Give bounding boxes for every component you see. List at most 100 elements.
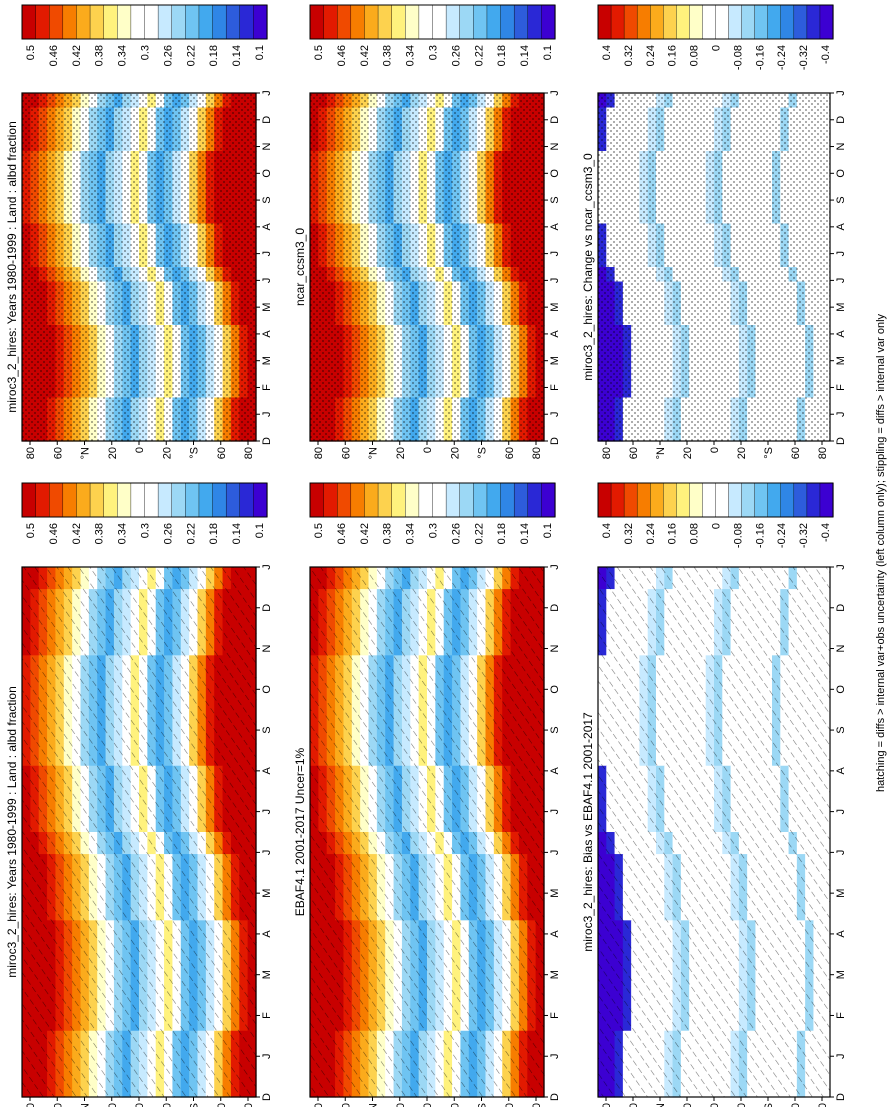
panel-reference-model: ncar_ccsm3_0 D J F M A M J J A S O N D J 80 60 °N 20 0 20 °S 6… — [293, 90, 561, 459]
y-tick-label: 20 — [449, 447, 461, 459]
y-tick-label: 80 — [25, 1103, 37, 1107]
y-tick-label: 80 — [531, 1103, 543, 1107]
colorbar-label: 0.3 — [140, 45, 152, 60]
x-tick-label: J — [261, 90, 273, 96]
y-tick-label: 80 — [817, 447, 829, 459]
colorbar-swatch — [239, 4, 254, 40]
colorbar-label: -0.24 — [776, 45, 788, 70]
colorbar-swatch — [767, 4, 782, 40]
colorbar-swatch — [225, 4, 241, 40]
y-tick-label: 60 — [52, 1103, 64, 1107]
x-tick-label: N — [835, 143, 847, 151]
y-tick-label: °N — [368, 1103, 380, 1107]
y-tick-label: °S — [189, 1103, 201, 1107]
panel-title: miroc3_2_hires: Change vs ncar_ccsm3_0 — [581, 153, 595, 381]
colorbar-swatch — [212, 482, 227, 518]
colorbar-swatch — [377, 482, 393, 518]
y-tick-label: 80 — [601, 1103, 613, 1107]
panel-title: miroc3_2_hires: Bias vs EBAF4.1 2001-201… — [581, 712, 595, 952]
x-tick-label: D — [261, 604, 273, 612]
colorbar-swatch — [689, 4, 704, 40]
colorbar-label: 0.22 — [185, 523, 197, 544]
colorbar-swatch — [309, 482, 325, 518]
significance-overlay — [22, 567, 256, 1097]
y-tick-label: °S — [189, 447, 201, 459]
x-tick-label: F — [261, 1012, 273, 1019]
colorbar-swatch — [702, 482, 717, 518]
y-tick-label: °S — [477, 447, 489, 459]
colorbar-swatch — [623, 4, 638, 40]
colorbar-swatch — [636, 4, 651, 40]
x-tick-label: F — [261, 384, 273, 391]
colorbar-swatch — [144, 482, 159, 518]
x-tick-label: J — [261, 809, 273, 815]
colorbar-swatch — [500, 482, 515, 518]
colorbar-swatch — [623, 482, 638, 518]
colorbar-swatch — [21, 4, 37, 40]
x-tick-label: O — [835, 169, 847, 178]
colorbar-label: -0.24 — [776, 523, 788, 548]
x-tick-label: M — [261, 970, 273, 979]
colorbar-swatch — [432, 4, 447, 40]
x-tick-label: D — [261, 1093, 273, 1101]
x-tick-label: N — [261, 645, 273, 653]
colorbar: 0.4 0.32 0.24 0.16 0.08 0 -0.08 -0.16 -0.24 -0.32… — [597, 482, 834, 548]
colorbar-label: 0.5 — [25, 523, 37, 538]
colorbar-swatch — [35, 4, 50, 40]
colorbar-swatch — [309, 4, 325, 40]
colorbar-label: 0.26 — [450, 45, 462, 66]
colorbar-swatch — [793, 4, 808, 40]
x-tick-label: A — [261, 930, 273, 938]
x-tick-label: O — [549, 169, 561, 178]
colorbar-frame — [597, 482, 834, 518]
colorbar-label: -0.08 — [732, 45, 744, 70]
y-tick-label: 0 — [422, 1103, 434, 1107]
significance-overlay — [310, 93, 544, 441]
colorbar-label: 0.08 — [689, 523, 701, 544]
colorbar-swatch — [597, 4, 612, 40]
x-tick-label: N — [549, 645, 561, 653]
x-tick-label: F — [835, 384, 847, 391]
colorbar-swatch — [185, 4, 200, 40]
colorbar-swatch — [130, 482, 146, 518]
colorbar-swatch — [225, 482, 241, 518]
x-tick-label: S — [549, 726, 561, 733]
x-tick-label: A — [835, 930, 847, 938]
colorbar-swatch — [715, 482, 730, 518]
colorbar-swatch — [728, 482, 743, 518]
y-tick-label: 20 — [736, 1103, 748, 1107]
colorbar: 0.5 0.46 0.42 0.38 0.34 0.3 0.26 0.22 0.18 0.14 0.… — [21, 4, 268, 66]
y-tick-label: °S — [477, 1103, 489, 1107]
colorbar-swatch — [391, 482, 406, 518]
colorbar-swatch — [62, 482, 78, 518]
x-tick-label: J — [261, 850, 273, 856]
colorbar-swatch — [157, 482, 173, 518]
y-tick-label: °S — [763, 1103, 775, 1107]
colorbar-label: 0.38 — [382, 45, 394, 66]
colorbar-label: 0.42 — [71, 45, 83, 66]
y-tick-label: 60 — [340, 1103, 352, 1107]
y-tick-label: °N — [655, 1103, 667, 1107]
colorbar-label: 0.22 — [473, 45, 485, 66]
colorbar-swatch — [418, 482, 434, 518]
x-tick-label: J — [261, 1053, 273, 1059]
colorbar-swatch — [117, 4, 132, 40]
y-tick-label: 60 — [52, 447, 64, 459]
colorbar-swatch — [212, 4, 227, 40]
colorbar-swatch — [767, 482, 782, 518]
y-tick-label: 60 — [340, 447, 352, 459]
colorbar-swatch — [350, 482, 366, 518]
colorbar-swatch — [689, 482, 704, 518]
x-tick-label: A — [835, 767, 847, 775]
colorbar-frame — [21, 482, 268, 518]
colorbar-swatch — [198, 482, 214, 518]
colorbar-swatch — [819, 482, 834, 518]
x-tick-label: M — [549, 970, 561, 979]
colorbar-swatch — [473, 482, 488, 518]
colorbar-swatch — [459, 482, 474, 518]
colorbar-swatch — [253, 482, 268, 518]
colorbar-label: 0.3 — [428, 523, 440, 538]
x-tick-label: A — [549, 223, 561, 231]
colorbar-swatch — [636, 482, 651, 518]
colorbar-swatch — [89, 4, 105, 40]
